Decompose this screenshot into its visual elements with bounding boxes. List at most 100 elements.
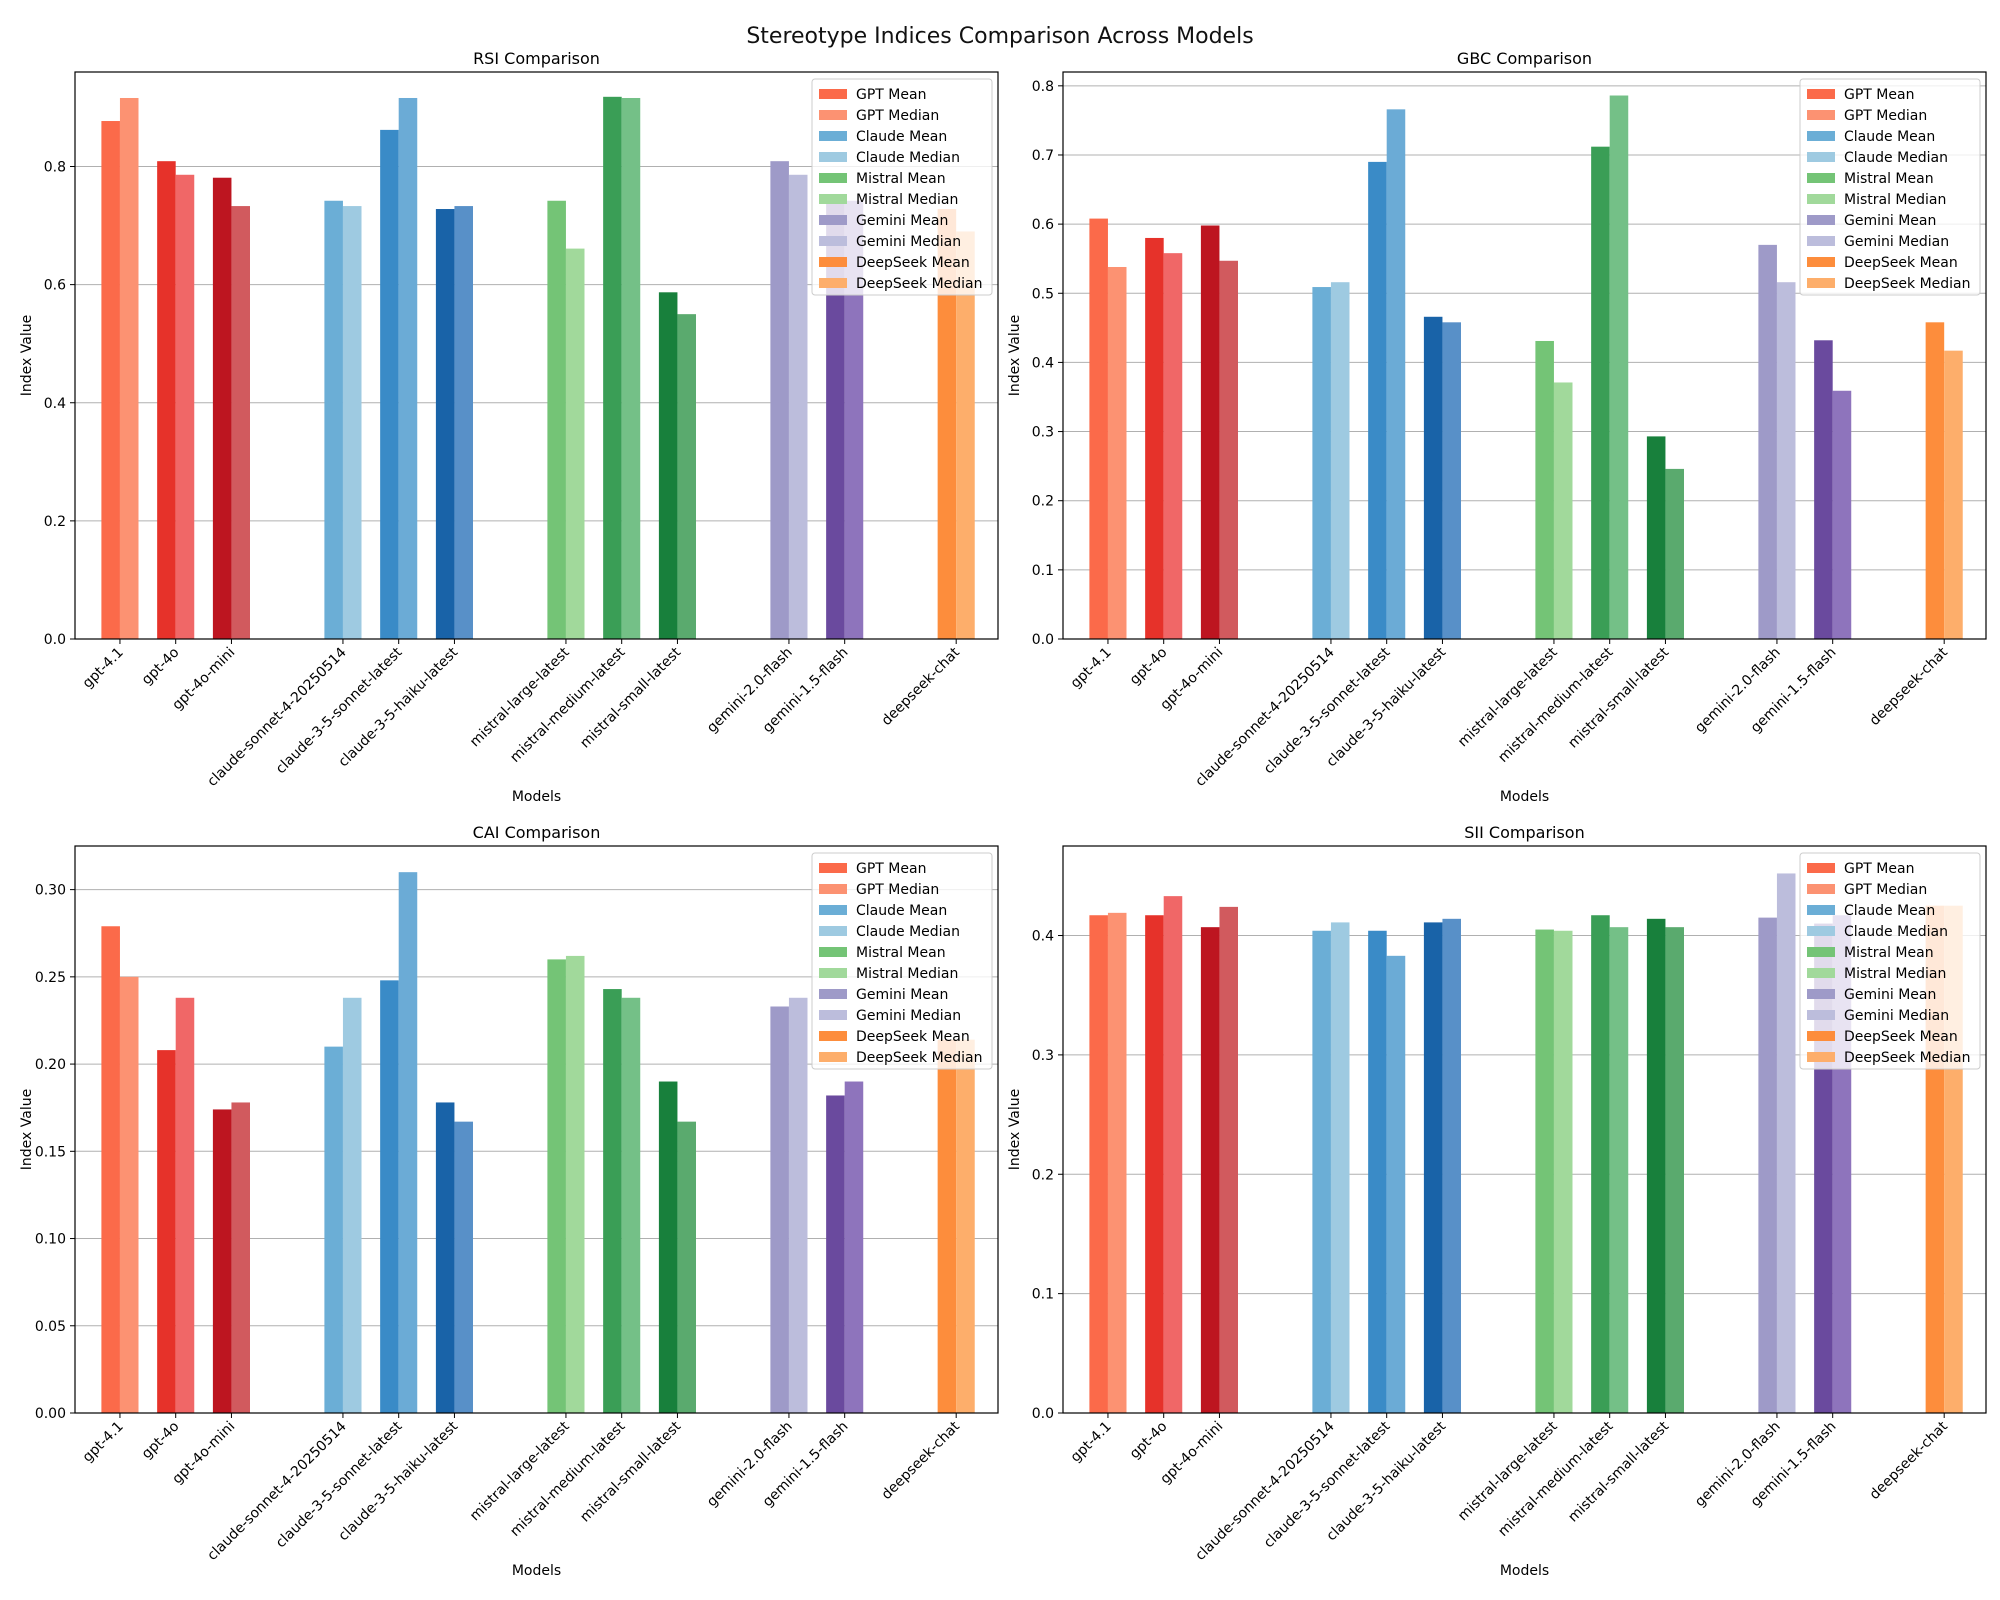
- bar-mean: [937, 1039, 957, 1413]
- x-tick-label: mistral-small-latest: [1565, 1418, 1672, 1525]
- legend-swatch: [1807, 1031, 1835, 1041]
- bar-mean: [547, 959, 566, 1413]
- legend-swatch: [1807, 947, 1835, 957]
- bar-mean: [212, 177, 232, 640]
- legend-swatch: [1807, 905, 1835, 915]
- bar-mean: [1368, 930, 1387, 1413]
- bar-median: [844, 1081, 864, 1413]
- bar-median: [788, 997, 808, 1413]
- legend-label: Mistral Median: [1844, 966, 1946, 982]
- legend-box: [1799, 852, 1981, 1070]
- bar-mean: [435, 1102, 455, 1413]
- bar-median: [1553, 382, 1573, 639]
- legend-box: [1799, 78, 1981, 296]
- y-tick-label: 0.4: [44, 396, 66, 412]
- legend-label: Claude Median: [1844, 924, 1948, 940]
- x-tick-label: mistral-large-latest: [467, 644, 573, 750]
- bar-median: [621, 97, 641, 640]
- axes-frame: [74, 845, 999, 1414]
- bar-mean: [1145, 915, 1164, 1413]
- y-tick-label: 0.20: [35, 1057, 66, 1073]
- x-tick-label: mistral-large-latest: [467, 1418, 573, 1524]
- x-tick-label: gpt-4o: [1127, 645, 1171, 689]
- bar-mean: [1145, 237, 1164, 639]
- legend-label: Mistral Mean: [856, 171, 946, 187]
- legend-swatch: [819, 1031, 847, 1041]
- bar-mean: [101, 926, 120, 1413]
- y-tick-label: 0.0: [44, 632, 66, 648]
- bar-median: [1107, 912, 1127, 1413]
- bar-median: [454, 1121, 473, 1413]
- y-tick-label: 0.2: [44, 514, 66, 530]
- legend-swatch: [819, 110, 847, 120]
- legend-swatch: [819, 989, 847, 999]
- bar-median: [119, 97, 139, 640]
- legend-swatch: [1807, 152, 1835, 162]
- bar-mean: [212, 1109, 232, 1413]
- legend-swatch: [819, 131, 847, 141]
- legend-swatch: [1807, 884, 1835, 894]
- bar-median: [1776, 282, 1796, 639]
- legend-swatch: [819, 1052, 847, 1062]
- bar-mean: [1591, 915, 1610, 1413]
- x-axis-label: Models: [512, 1563, 561, 1579]
- legend-swatch: [1807, 1052, 1835, 1062]
- bar-mean: [157, 1050, 176, 1413]
- legend-label: Mistral Median: [856, 966, 958, 982]
- y-tick-label: 0.10: [35, 1232, 66, 1248]
- bar-median: [1107, 266, 1127, 639]
- bar-mean: [658, 1081, 678, 1413]
- x-axis-label: Models: [1500, 1563, 1549, 1579]
- legend-swatch: [819, 236, 847, 246]
- bar-median: [119, 976, 139, 1413]
- legend-label: GPT Median: [856, 108, 939, 124]
- x-tick-label: claude-3-5-haiku-latest: [1324, 1418, 1450, 1544]
- y-tick-label: 0.0: [1032, 1406, 1054, 1422]
- legend-box: [811, 78, 993, 296]
- bar-median: [1330, 922, 1350, 1413]
- legend-label: DeepSeek Mean: [1844, 1029, 1958, 1045]
- legend-swatch: [1807, 257, 1835, 267]
- bar-mean: [1089, 218, 1108, 639]
- bar-mean: [547, 200, 566, 639]
- y-tick-label: 0.3: [1032, 425, 1054, 441]
- legend-swatch: [819, 194, 847, 204]
- bar-median: [788, 174, 808, 640]
- bar-mean: [1925, 322, 1945, 639]
- legend-swatch: [1807, 989, 1835, 999]
- bar-mean: [603, 989, 622, 1413]
- x-tick-label: mistral-small-latest: [577, 644, 684, 751]
- y-tick-label: 0.25: [35, 970, 66, 986]
- bar-median: [231, 1102, 251, 1413]
- legend-label: Gemini Median: [856, 234, 961, 250]
- legend-swatch: [1807, 110, 1835, 120]
- bar-median: [231, 206, 251, 639]
- x-tick-label: gpt-4o: [1127, 1419, 1171, 1463]
- axes-frame: [1062, 71, 1987, 640]
- legend-swatch: [819, 1010, 847, 1020]
- chart-panel-2: 0.00 0.05 0.10 0.15 0.20 0.25 0.30 gpt-4.1 gpt-4…: [19, 823, 999, 1579]
- legend-swatch: [1807, 926, 1835, 936]
- legend-swatch: [819, 152, 847, 162]
- bar-mean: [324, 200, 343, 639]
- x-tick-label: claude-3-5-haiku-latest: [336, 644, 462, 770]
- bar-median: [1442, 918, 1461, 1413]
- bar-median: [1219, 260, 1239, 639]
- legend-label: Gemini Mean: [856, 213, 948, 229]
- y-axis-label: Index Value: [1007, 1089, 1023, 1170]
- legend-swatch: [819, 173, 847, 183]
- bar-mean: [1535, 929, 1554, 1413]
- x-tick-label: gpt-4o: [139, 645, 183, 689]
- bar-median: [1553, 930, 1573, 1413]
- bar-median: [844, 200, 864, 639]
- legend-label: Claude Mean: [1844, 903, 1935, 919]
- bar-median: [956, 1039, 975, 1413]
- bar-mean: [1814, 340, 1833, 639]
- panel-title: GBC Comparison: [1457, 49, 1592, 68]
- x-tick-label: mistral-small-latest: [1565, 644, 1672, 751]
- x-tick-label: gpt-4.1: [80, 645, 127, 692]
- y-tick-label: 0.15: [35, 1144, 66, 1160]
- bar-median: [1386, 955, 1406, 1413]
